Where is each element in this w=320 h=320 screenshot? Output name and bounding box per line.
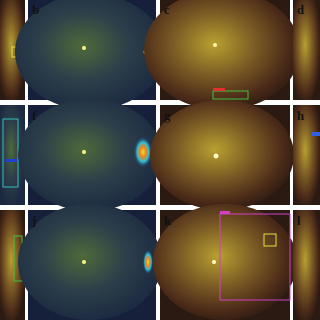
fundus [15, 0, 165, 110]
panel-label: d [297, 2, 305, 17]
optic-disc [212, 260, 216, 264]
optic-disc [213, 43, 217, 47]
box-tag [213, 88, 225, 91]
panel-label: g [164, 108, 171, 123]
image-h [293, 105, 320, 205]
box [219, 213, 291, 301]
panel-label: f [32, 108, 37, 123]
image-d [293, 0, 320, 100]
panel-label: k [164, 213, 172, 228]
box [2, 118, 19, 188]
box-tag [5, 159, 17, 162]
panel-labels: b c d f g h j k l [31, 2, 305, 228]
heatmap [134, 137, 152, 167]
fundus [144, 0, 300, 110]
panel-label: h [297, 108, 305, 123]
fundus [18, 204, 162, 320]
box [263, 233, 277, 247]
image-l [293, 210, 320, 320]
panel-label: c [164, 2, 170, 17]
row-3 [0, 204, 320, 320]
optic-disc [82, 46, 86, 50]
box-tag [220, 211, 230, 214]
fundus [150, 100, 294, 210]
box-tag [312, 132, 320, 136]
heatmap [143, 250, 153, 274]
panel-label: l [297, 213, 301, 228]
fundus [18, 99, 162, 211]
optic-disc [82, 260, 86, 264]
row-1 [0, 0, 320, 110]
optic-disc [82, 150, 86, 154]
panel-label: b [32, 2, 39, 17]
box [212, 90, 249, 100]
fundus [153, 204, 297, 320]
row-2 [0, 99, 320, 211]
panel-label: j [31, 213, 36, 228]
optic-disc [213, 153, 219, 159]
